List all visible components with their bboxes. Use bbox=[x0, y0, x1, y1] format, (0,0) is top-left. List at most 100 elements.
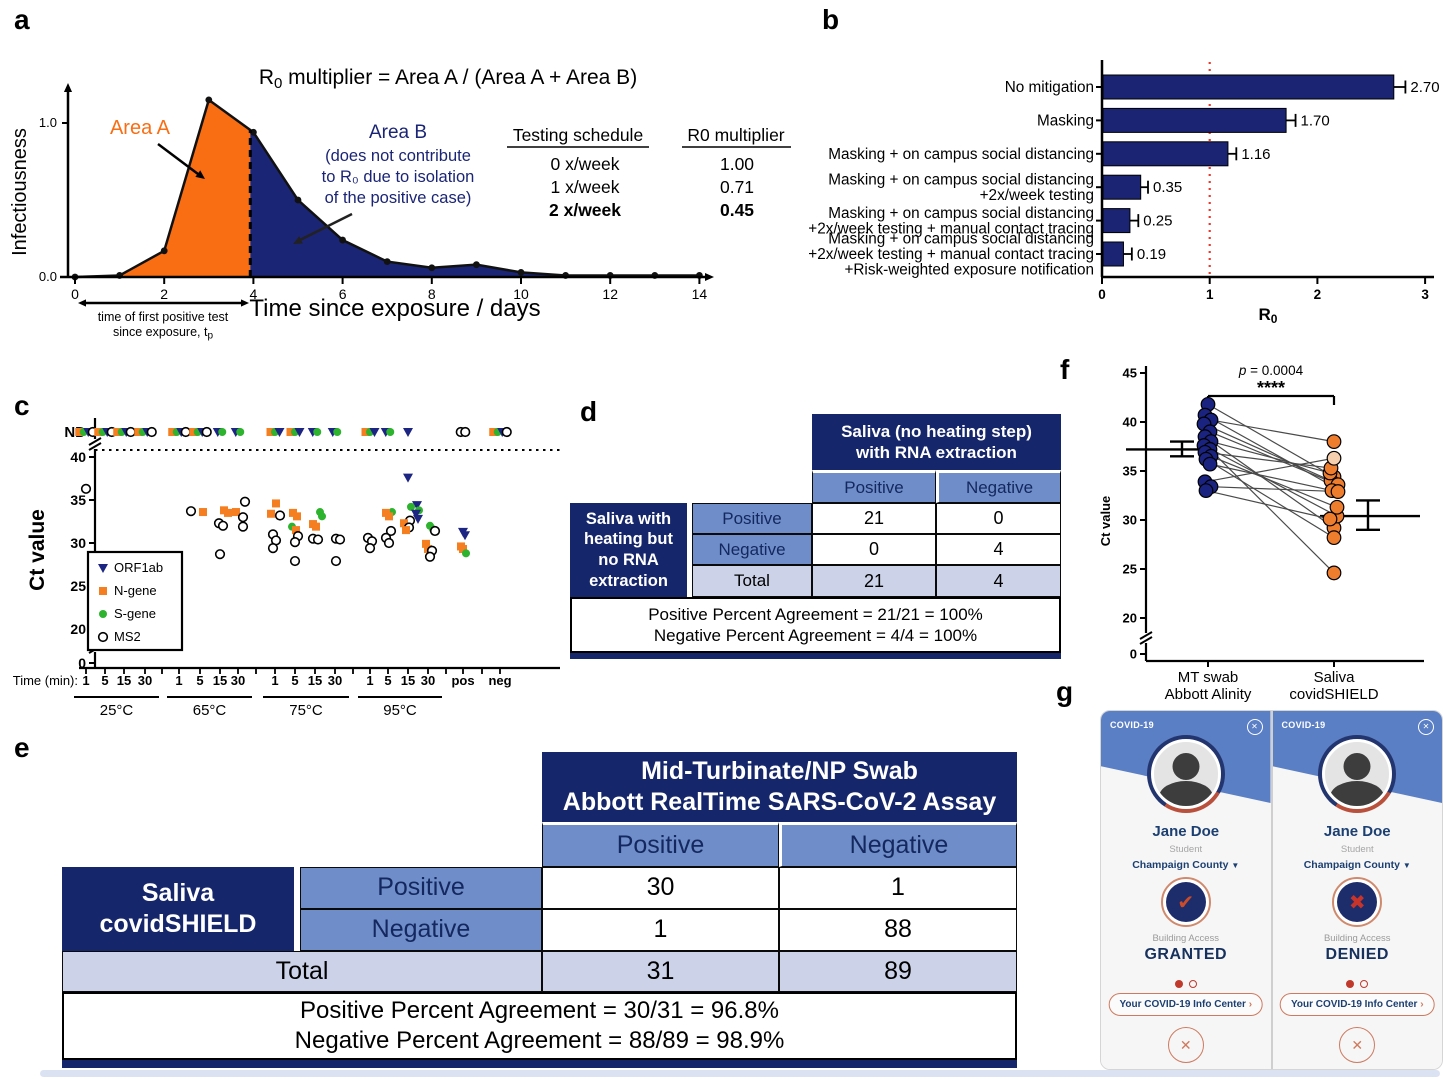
temperature-label: 75°C bbox=[289, 702, 323, 719]
time-tick-label: 30 bbox=[138, 673, 152, 688]
info-center-button[interactable]: Your COVID-19 Info Center › bbox=[1279, 993, 1435, 1016]
y-tick-label: 40 bbox=[70, 449, 86, 465]
data-point bbox=[312, 522, 320, 531]
pair-line bbox=[1209, 449, 1335, 574]
bar-category-label: +2x/week testing bbox=[980, 187, 1094, 204]
row-label: Positive bbox=[300, 867, 542, 909]
data-point bbox=[146, 426, 157, 438]
data-point bbox=[422, 539, 430, 548]
data-point bbox=[460, 426, 471, 438]
data-point bbox=[180, 426, 191, 438]
schedule-cell: 1 x/week bbox=[550, 177, 619, 197]
area-b-note: to R₀ due to isolation bbox=[322, 168, 475, 186]
avatar-silhouette-body bbox=[1158, 781, 1213, 806]
x-tick-label: 1 bbox=[1206, 287, 1214, 302]
data-point bbox=[236, 428, 245, 436]
county-dropdown[interactable]: Champaign County ▼ bbox=[1132, 859, 1240, 871]
y-tick-label: 30 bbox=[70, 535, 86, 551]
bar-value-label: 0.35 bbox=[1153, 179, 1182, 196]
data-point bbox=[333, 428, 342, 436]
panel-label-f: f bbox=[1060, 354, 1070, 385]
y-tick-label: 25 bbox=[70, 578, 86, 594]
area-b-note: (does not contribute bbox=[325, 147, 471, 165]
time-tick-label: 15 bbox=[117, 673, 131, 688]
data-point bbox=[214, 549, 226, 560]
panel-a-equation: R0 multiplier = Area A / (Area A + Area … bbox=[259, 66, 637, 92]
panel-a-infectiousness-chart: 0 2 4 6 8 10 12 14 1.0 0.0 Infectiousness Time sinc… bbox=[9, 66, 791, 342]
x-tick-label: 3 bbox=[1421, 287, 1429, 302]
data-point bbox=[385, 525, 397, 537]
saliva-point bbox=[1326, 434, 1342, 449]
data-point bbox=[125, 426, 136, 438]
curve-point bbox=[473, 261, 480, 269]
data-point bbox=[289, 555, 301, 567]
x-category-label: MT swab bbox=[1178, 669, 1239, 686]
bottom-shadow bbox=[40, 1070, 1440, 1077]
x-axis-prefix: Time (min): bbox=[13, 673, 78, 688]
x-tick-label: 10 bbox=[513, 286, 529, 302]
status-badge: ✔ bbox=[1160, 877, 1211, 927]
info-center-button[interactable]: Your COVID-19 Info Center › bbox=[1108, 993, 1264, 1016]
table-header: Saliva (no heating step) with RNA extract… bbox=[812, 414, 1061, 470]
pair-line bbox=[1204, 457, 1335, 483]
infectiousness-plot: 0 2 4 6 8 10 12 14 1.0 0.0 Infectiousness Time sinc… bbox=[9, 66, 791, 342]
table-cell: 21 bbox=[812, 565, 936, 597]
schedule-cell: 2 x/week bbox=[549, 200, 621, 220]
pair-line bbox=[1204, 451, 1332, 469]
dismiss-button[interactable]: ✕ bbox=[1339, 1027, 1376, 1063]
y-axis-title: Ct value bbox=[1098, 496, 1113, 547]
pair-line bbox=[1210, 486, 1339, 493]
data-point bbox=[289, 537, 301, 548]
time-tick-label: 1 bbox=[271, 673, 278, 688]
data-point bbox=[274, 510, 286, 521]
avatar bbox=[1318, 735, 1397, 813]
data-point bbox=[293, 512, 301, 521]
pair-line bbox=[1205, 490, 1331, 520]
data-point bbox=[412, 501, 422, 511]
schedule-header: R0 multiplier bbox=[687, 125, 784, 145]
schedule-header: Testing schedule bbox=[513, 125, 643, 145]
data-point bbox=[134, 428, 143, 436]
area-b-label: Area B bbox=[369, 122, 427, 143]
data-point bbox=[99, 587, 107, 595]
dismiss-button[interactable]: ✕ bbox=[1167, 1027, 1204, 1063]
column-subheader: Negative bbox=[936, 470, 1061, 503]
close-icon[interactable]: ✕ bbox=[1246, 719, 1263, 735]
carousel-dot bbox=[1360, 979, 1369, 988]
legend-label: S-gene bbox=[114, 606, 156, 621]
user-role: Student bbox=[1340, 844, 1374, 855]
schedule-cell: 0 x/week bbox=[550, 154, 619, 174]
y-tick-label: 40 bbox=[1123, 415, 1137, 430]
county-dropdown[interactable]: Champaign County ▼ bbox=[1303, 859, 1411, 871]
app-screen-denied: COVID-19 ✕ Jane Doe Student Champaign County… bbox=[1270, 711, 1442, 1069]
pair-line bbox=[1203, 423, 1332, 482]
x-tick-label: 2 bbox=[160, 286, 168, 302]
total-cell: 31 bbox=[542, 951, 779, 992]
data-point bbox=[424, 551, 436, 562]
x-tick-label: 0 bbox=[71, 286, 79, 302]
data-point bbox=[330, 555, 342, 567]
time-tick-label: 15 bbox=[308, 673, 322, 688]
close-icon[interactable]: ✕ bbox=[1418, 719, 1434, 735]
table-cell: 4 bbox=[936, 565, 1061, 597]
avatar-silhouette-head bbox=[1172, 753, 1200, 780]
saliva-point bbox=[1322, 511, 1338, 527]
table-cell: 0 bbox=[812, 534, 936, 565]
curve-point bbox=[339, 236, 346, 244]
y-tick-label: 35 bbox=[70, 492, 86, 508]
bar-value-label: 0.25 bbox=[1143, 213, 1172, 230]
arrowhead bbox=[293, 236, 303, 244]
panel-label-d: d bbox=[580, 396, 598, 427]
avatar-silhouette-body bbox=[1330, 781, 1385, 806]
table-cell: 88 bbox=[779, 909, 1017, 951]
table-bottom-strip bbox=[62, 1060, 1017, 1068]
data-point bbox=[386, 428, 395, 436]
data-point bbox=[267, 509, 275, 518]
data-point bbox=[313, 428, 322, 436]
table-cell: 0 bbox=[936, 503, 1061, 534]
x-tick-label: 4 bbox=[250, 286, 258, 302]
data-point bbox=[400, 519, 408, 528]
y-tick-label: 25 bbox=[1123, 562, 1137, 577]
arrowhead bbox=[78, 299, 86, 307]
time-tick-label: 5 bbox=[291, 673, 298, 688]
